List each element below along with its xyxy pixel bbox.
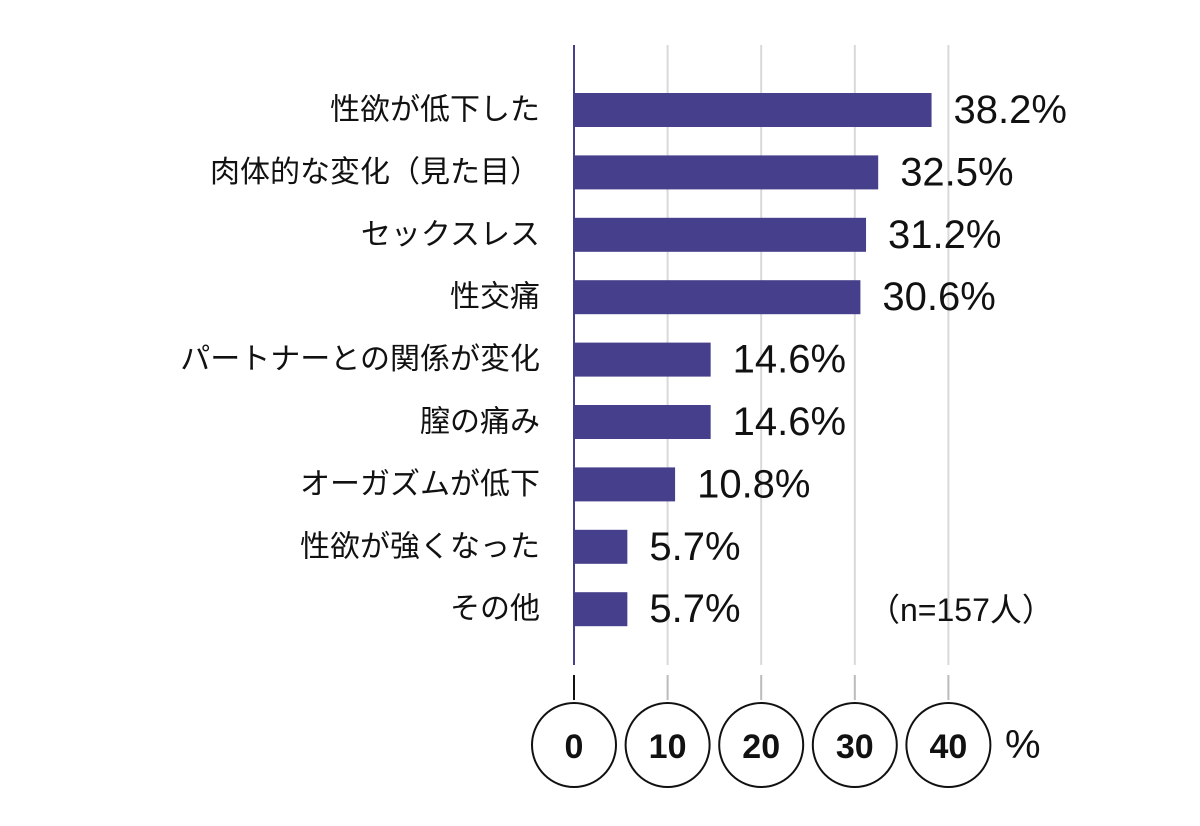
bar (574, 529, 628, 564)
bar (574, 467, 676, 502)
bar (574, 342, 711, 377)
category-label: 膣の痛み (420, 405, 540, 440)
tick-circle (624, 702, 711, 788)
tick-circle (531, 702, 617, 788)
x-tick-label: 20 (742, 728, 780, 766)
tick-circle (905, 702, 992, 788)
x-tick-label: 10 (649, 728, 687, 766)
x-tick-label: 0 (565, 728, 584, 766)
value-label: 31.2% (888, 213, 1001, 257)
category-label: 肉体的な変化（見た目） (210, 155, 540, 190)
value-label: 32.5% (900, 150, 1013, 194)
category-label: 性欲が低下した (330, 93, 540, 128)
bar (574, 217, 867, 252)
value-label: 38.2% (954, 88, 1067, 132)
tick-circle (811, 702, 898, 788)
category-label: 性欲が強くなった (300, 529, 540, 564)
bar (574, 592, 628, 627)
value-label: 30.6% (882, 275, 995, 319)
value-label: 14.6% (733, 338, 846, 382)
tick-circle (718, 702, 805, 788)
bar (574, 405, 711, 439)
x-tick-label: 30 (836, 728, 874, 766)
bar (574, 280, 861, 315)
value-label: 10.8% (697, 462, 810, 506)
category-label: その他 (450, 592, 540, 627)
x-tick-label: 40 (929, 728, 967, 766)
category-label: オーガズムが低下 (300, 467, 540, 502)
category-label: 性交痛 (450, 280, 540, 315)
x-unit-label: % (1005, 723, 1041, 767)
bar (574, 155, 879, 190)
value-label: 5.7% (649, 525, 740, 569)
value-label: 14.6% (733, 400, 846, 444)
category-label: パートナーとの関係が変化 (180, 342, 540, 377)
value-label: 5.7% (649, 587, 740, 631)
bar (574, 93, 932, 127)
sample-size-note: （n=157人） (868, 592, 1054, 628)
category-label: セックスレス (361, 217, 540, 252)
